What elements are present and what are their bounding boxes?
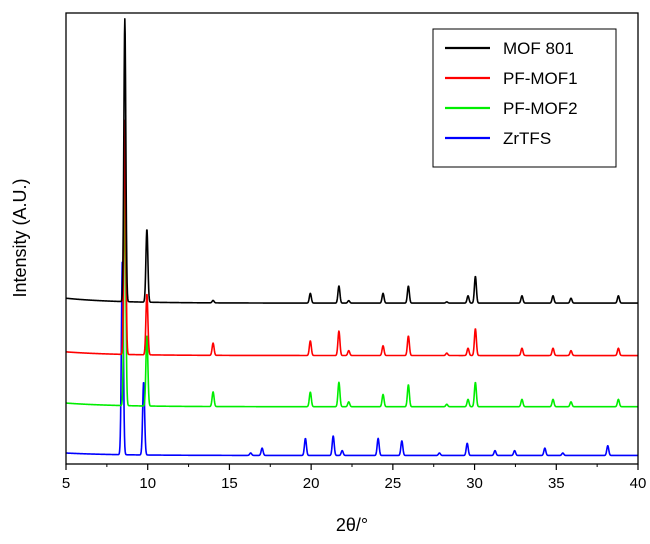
series-line-1 <box>65 119 639 357</box>
series-line-3 <box>65 261 639 457</box>
x-tick-label-6: 35 <box>548 475 565 492</box>
y-axis-title: Intensity (A.U.) <box>10 178 30 297</box>
legend-box <box>432 28 617 168</box>
x-tick-label-1: 10 <box>139 475 156 492</box>
x-axis-ticks: 5 10 15 20 25 30 35 40 <box>62 464 647 492</box>
legend: MOF 801 PF-MOF1 PF-MOF2 ZrTFS <box>432 28 617 168</box>
x-axis-title: 2θ/° <box>336 515 368 535</box>
x-tick-label-2: 15 <box>221 475 238 492</box>
series-line-0 <box>65 18 639 304</box>
series-layer <box>65 18 639 457</box>
x-tick-label-7: 40 <box>630 475 647 492</box>
x-tick-label-4: 25 <box>385 475 402 492</box>
x-tick-label-3: 20 <box>303 475 320 492</box>
legend-label-0: MOF 801 <box>503 39 574 58</box>
x-tick-label-5: 30 <box>466 475 483 492</box>
series-line-2 <box>65 185 639 408</box>
legend-label-2: PF-MOF2 <box>503 99 578 118</box>
legend-items: MOF 801 PF-MOF1 PF-MOF2 ZrTFS <box>445 39 578 148</box>
legend-label-3: ZrTFS <box>503 129 551 148</box>
x-tick-label-0: 5 <box>62 475 70 492</box>
legend-label-1: PF-MOF1 <box>503 69 578 88</box>
